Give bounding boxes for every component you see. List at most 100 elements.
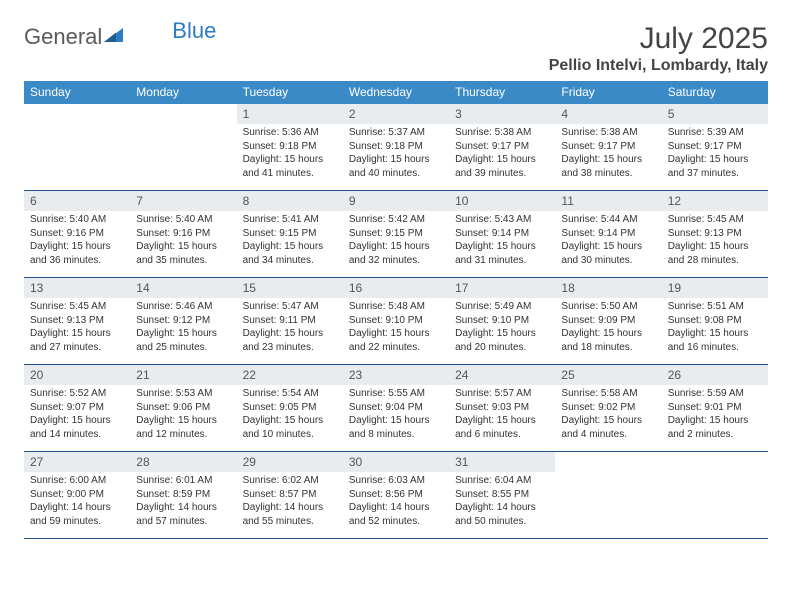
day-cell: 7Sunrise: 5:40 AMSunset: 9:16 PMDaylight… xyxy=(130,191,236,277)
day-body xyxy=(555,472,661,478)
day-number: 9 xyxy=(343,191,449,211)
day-cell: . xyxy=(662,452,768,538)
day-cell: 15Sunrise: 5:47 AMSunset: 9:11 PMDayligh… xyxy=(237,278,343,364)
day-cell: 1Sunrise: 5:36 AMSunset: 9:18 PMDaylight… xyxy=(237,104,343,190)
day-cell: 25Sunrise: 5:58 AMSunset: 9:02 PMDayligh… xyxy=(555,365,661,451)
day-number: 30 xyxy=(343,452,449,472)
month-title: July 2025 xyxy=(549,22,768,55)
week-row: 20Sunrise: 5:52 AMSunset: 9:07 PMDayligh… xyxy=(24,365,768,452)
day-body xyxy=(130,124,236,130)
day-body: Sunrise: 5:58 AMSunset: 9:02 PMDaylight:… xyxy=(555,385,661,445)
day-cell: 10Sunrise: 5:43 AMSunset: 9:14 PMDayligh… xyxy=(449,191,555,277)
day-number: 5 xyxy=(662,104,768,124)
day-number: 7 xyxy=(130,191,236,211)
day-cell: 2Sunrise: 5:37 AMSunset: 9:18 PMDaylight… xyxy=(343,104,449,190)
day-cell: 9Sunrise: 5:42 AMSunset: 9:15 PMDaylight… xyxy=(343,191,449,277)
day-cell: 18Sunrise: 5:50 AMSunset: 9:09 PMDayligh… xyxy=(555,278,661,364)
day-cell: 8Sunrise: 5:41 AMSunset: 9:15 PMDaylight… xyxy=(237,191,343,277)
dow-row: SundayMondayTuesdayWednesdayThursdayFrid… xyxy=(24,81,768,104)
day-body: Sunrise: 5:50 AMSunset: 9:09 PMDaylight:… xyxy=(555,298,661,358)
day-cell: . xyxy=(24,104,130,190)
day-cell: 28Sunrise: 6:01 AMSunset: 8:59 PMDayligh… xyxy=(130,452,236,538)
day-cell: 24Sunrise: 5:57 AMSunset: 9:03 PMDayligh… xyxy=(449,365,555,451)
day-number: 15 xyxy=(237,278,343,298)
day-cell: 27Sunrise: 6:00 AMSunset: 9:00 PMDayligh… xyxy=(24,452,130,538)
day-number: 28 xyxy=(130,452,236,472)
calendar: SundayMondayTuesdayWednesdayThursdayFrid… xyxy=(24,81,768,539)
day-number: 12 xyxy=(662,191,768,211)
day-cell: 6Sunrise: 5:40 AMSunset: 9:16 PMDaylight… xyxy=(24,191,130,277)
day-cell: 13Sunrise: 5:45 AMSunset: 9:13 PMDayligh… xyxy=(24,278,130,364)
day-body: Sunrise: 6:02 AMSunset: 8:57 PMDaylight:… xyxy=(237,472,343,532)
title-block: July 2025 Pellio Intelvi, Lombardy, Ital… xyxy=(549,22,768,75)
day-body: Sunrise: 5:37 AMSunset: 9:18 PMDaylight:… xyxy=(343,124,449,184)
day-number: 16 xyxy=(343,278,449,298)
day-number: 31 xyxy=(449,452,555,472)
week-row: 6Sunrise: 5:40 AMSunset: 9:16 PMDaylight… xyxy=(24,191,768,278)
day-cell: 20Sunrise: 5:52 AMSunset: 9:07 PMDayligh… xyxy=(24,365,130,451)
day-number: . xyxy=(24,104,130,124)
day-body: Sunrise: 5:59 AMSunset: 9:01 PMDaylight:… xyxy=(662,385,768,445)
day-body: Sunrise: 5:42 AMSunset: 9:15 PMDaylight:… xyxy=(343,211,449,271)
day-body: Sunrise: 6:01 AMSunset: 8:59 PMDaylight:… xyxy=(130,472,236,532)
day-number: . xyxy=(662,452,768,472)
day-body: Sunrise: 5:48 AMSunset: 9:10 PMDaylight:… xyxy=(343,298,449,358)
day-body: Sunrise: 5:51 AMSunset: 9:08 PMDaylight:… xyxy=(662,298,768,358)
day-cell: 29Sunrise: 6:02 AMSunset: 8:57 PMDayligh… xyxy=(237,452,343,538)
day-number: . xyxy=(555,452,661,472)
day-cell: 5Sunrise: 5:39 AMSunset: 9:17 PMDaylight… xyxy=(662,104,768,190)
day-cell: 4Sunrise: 5:38 AMSunset: 9:17 PMDaylight… xyxy=(555,104,661,190)
day-number: 25 xyxy=(555,365,661,385)
day-body: Sunrise: 5:45 AMSunset: 9:13 PMDaylight:… xyxy=(662,211,768,271)
day-number: 4 xyxy=(555,104,661,124)
day-cell: 30Sunrise: 6:03 AMSunset: 8:56 PMDayligh… xyxy=(343,452,449,538)
day-number: 19 xyxy=(662,278,768,298)
day-cell: 21Sunrise: 5:53 AMSunset: 9:06 PMDayligh… xyxy=(130,365,236,451)
day-body: Sunrise: 5:38 AMSunset: 9:17 PMDaylight:… xyxy=(449,124,555,184)
day-cell: 11Sunrise: 5:44 AMSunset: 9:14 PMDayligh… xyxy=(555,191,661,277)
day-body: Sunrise: 5:55 AMSunset: 9:04 PMDaylight:… xyxy=(343,385,449,445)
header: General Blue July 2025 Pellio Intelvi, L… xyxy=(24,22,768,75)
day-number: 23 xyxy=(343,365,449,385)
day-body: Sunrise: 5:52 AMSunset: 9:07 PMDaylight:… xyxy=(24,385,130,445)
day-cell: 22Sunrise: 5:54 AMSunset: 9:05 PMDayligh… xyxy=(237,365,343,451)
day-body: Sunrise: 5:57 AMSunset: 9:03 PMDaylight:… xyxy=(449,385,555,445)
day-body: Sunrise: 5:43 AMSunset: 9:14 PMDaylight:… xyxy=(449,211,555,271)
day-number: 13 xyxy=(24,278,130,298)
day-cell: . xyxy=(130,104,236,190)
dow-cell: Sunday xyxy=(24,81,130,104)
day-cell: 23Sunrise: 5:55 AMSunset: 9:04 PMDayligh… xyxy=(343,365,449,451)
day-body: Sunrise: 5:54 AMSunset: 9:05 PMDaylight:… xyxy=(237,385,343,445)
day-cell: 16Sunrise: 5:48 AMSunset: 9:10 PMDayligh… xyxy=(343,278,449,364)
dow-cell: Tuesday xyxy=(237,81,343,104)
day-number: 24 xyxy=(449,365,555,385)
day-number: 20 xyxy=(24,365,130,385)
day-number: 6 xyxy=(24,191,130,211)
day-body: Sunrise: 6:04 AMSunset: 8:55 PMDaylight:… xyxy=(449,472,555,532)
day-body: Sunrise: 6:00 AMSunset: 9:00 PMDaylight:… xyxy=(24,472,130,532)
day-number: 29 xyxy=(237,452,343,472)
logo: General Blue xyxy=(24,26,216,48)
week-row: 13Sunrise: 5:45 AMSunset: 9:13 PMDayligh… xyxy=(24,278,768,365)
day-body: Sunrise: 5:36 AMSunset: 9:18 PMDaylight:… xyxy=(237,124,343,184)
dow-cell: Monday xyxy=(130,81,236,104)
day-body: Sunrise: 5:53 AMSunset: 9:06 PMDaylight:… xyxy=(130,385,236,445)
day-body: Sunrise: 5:49 AMSunset: 9:10 PMDaylight:… xyxy=(449,298,555,358)
dow-cell: Wednesday xyxy=(343,81,449,104)
logo-text-gray: General xyxy=(24,26,102,48)
day-body: Sunrise: 5:39 AMSunset: 9:17 PMDaylight:… xyxy=(662,124,768,184)
day-number: 22 xyxy=(237,365,343,385)
day-body: Sunrise: 5:45 AMSunset: 9:13 PMDaylight:… xyxy=(24,298,130,358)
day-body: Sunrise: 5:44 AMSunset: 9:14 PMDaylight:… xyxy=(555,211,661,271)
day-cell: 17Sunrise: 5:49 AMSunset: 9:10 PMDayligh… xyxy=(449,278,555,364)
day-number: 2 xyxy=(343,104,449,124)
day-number: 3 xyxy=(449,104,555,124)
dow-cell: Thursday xyxy=(449,81,555,104)
day-number: 11 xyxy=(555,191,661,211)
day-number: 18 xyxy=(555,278,661,298)
day-body: Sunrise: 5:40 AMSunset: 9:16 PMDaylight:… xyxy=(24,211,130,271)
dow-cell: Friday xyxy=(555,81,661,104)
day-cell: 12Sunrise: 5:45 AMSunset: 9:13 PMDayligh… xyxy=(662,191,768,277)
day-cell: 3Sunrise: 5:38 AMSunset: 9:17 PMDaylight… xyxy=(449,104,555,190)
day-number: 17 xyxy=(449,278,555,298)
